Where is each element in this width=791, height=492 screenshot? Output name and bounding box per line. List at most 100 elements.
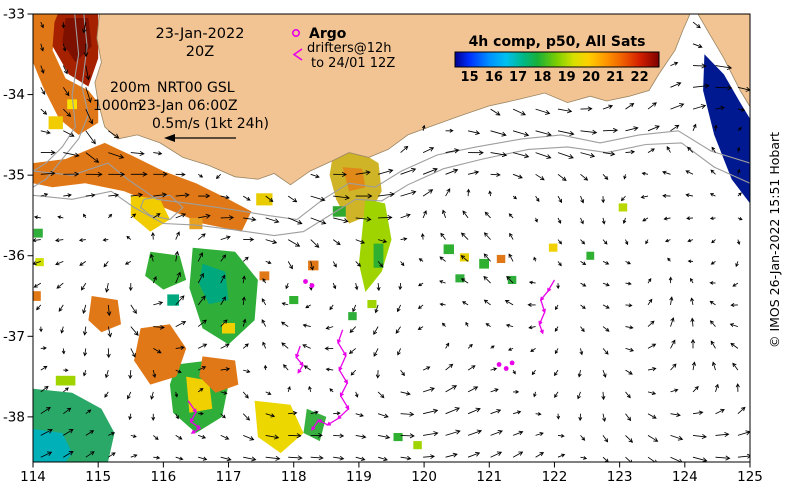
vector-arrow <box>197 173 204 178</box>
vector-arrow <box>602 104 614 110</box>
sst-patch <box>199 356 239 393</box>
vector-arrow <box>197 387 204 393</box>
vector-arrow <box>422 387 435 393</box>
vector-arrow <box>55 261 64 266</box>
vector-arrow <box>242 318 247 327</box>
vector-arrow <box>554 348 559 355</box>
vector-arrow <box>62 65 68 75</box>
vector-arrow <box>624 239 629 246</box>
vector-arrow <box>310 432 323 438</box>
vector-arrow <box>220 367 231 372</box>
vector-arrow <box>557 152 574 159</box>
argo-float-marker <box>496 362 502 367</box>
vector-arrow <box>153 171 168 177</box>
vector-arrow <box>647 391 657 396</box>
vector-arrow <box>333 195 350 200</box>
vector-arrow <box>63 193 72 198</box>
vector-arrow <box>686 216 694 221</box>
vector-arrow <box>625 126 639 132</box>
colorbar-tick-label: 15 <box>461 70 479 85</box>
vector-arrow <box>302 323 311 328</box>
vector-arrow <box>625 391 631 399</box>
vector-arrow <box>623 174 627 180</box>
vector-arrow <box>377 456 388 462</box>
vector-arrow <box>198 411 204 416</box>
colorbar-tick-label: 16 <box>485 70 503 85</box>
vector-arrow <box>130 454 138 458</box>
vector-arrow <box>153 192 168 198</box>
vector-arrow <box>55 238 64 243</box>
vector-arrow <box>265 195 274 203</box>
vector-arrow <box>33 260 41 266</box>
vector-arrow <box>33 238 41 243</box>
y-axis-tick-label: -38 <box>3 409 25 425</box>
vector-arrow <box>535 108 551 115</box>
drifter-arrowhead-icon <box>547 287 552 293</box>
vector-arrow <box>488 190 492 197</box>
vector-arrow <box>417 326 424 330</box>
vector-arrow <box>332 282 337 290</box>
vector-arrow <box>737 217 743 221</box>
vector-arrow <box>40 171 56 177</box>
drifter-arrowhead-icon <box>539 329 544 335</box>
vector-arrow <box>310 455 324 461</box>
argo-float-marker <box>503 366 509 371</box>
model-time-label: 23-Jan 06:00Z <box>138 98 238 114</box>
vector-arrow <box>198 213 211 219</box>
vector-arrow <box>625 102 635 110</box>
vector-arrow <box>647 343 657 349</box>
vector-arrow <box>220 390 228 395</box>
vector-arrow <box>554 326 559 332</box>
vector-arrow <box>288 433 302 439</box>
vector-arrow <box>175 321 187 327</box>
vector-arrow <box>422 189 434 197</box>
vector-arrow <box>175 192 190 198</box>
vector-arrow <box>490 172 501 177</box>
vector-arrow <box>508 253 514 262</box>
vector-arrow <box>579 348 584 356</box>
vector-arrow <box>85 193 96 198</box>
vector-arrow <box>666 146 671 153</box>
vector-arrow <box>332 261 337 268</box>
sst-pixel <box>586 251 595 260</box>
sst-pixel <box>548 243 558 252</box>
vector-arrow <box>602 326 610 332</box>
vector-arrow <box>445 452 458 458</box>
vector-arrow <box>398 283 403 291</box>
vector-arrow <box>58 304 64 312</box>
vector-arrow <box>578 413 583 422</box>
drifter-arrowhead-icon <box>342 352 347 357</box>
vector-arrow <box>647 435 659 442</box>
vector-arrow <box>668 276 673 284</box>
vector-arrow <box>664 238 671 243</box>
vector-arrow <box>242 343 249 349</box>
vector-arrow <box>333 217 349 224</box>
vector-arrow <box>302 344 311 349</box>
drifter-marker-icon <box>292 48 303 61</box>
isobath-contour <box>33 130 750 221</box>
vector-arrow <box>737 126 742 132</box>
vector-arrow <box>483 299 491 306</box>
vector-arrow <box>175 456 184 461</box>
vector-arrow <box>265 260 272 265</box>
vector-arrow <box>670 339 676 349</box>
vector-arrow <box>468 150 484 156</box>
vector-arrow <box>82 326 88 336</box>
contour-depth-200m-label: 200m <box>110 80 150 96</box>
vector-arrow <box>418 282 424 287</box>
vector-arrow <box>557 173 567 182</box>
x-axis-tick-label: 124 <box>672 469 698 485</box>
vector-arrow <box>622 217 627 224</box>
vector-arrow <box>355 193 373 199</box>
vector-arrow <box>485 323 491 327</box>
vector-arrow <box>288 455 303 461</box>
vector-arrow <box>445 128 454 133</box>
vector-arrow <box>400 455 412 461</box>
vector-arrow <box>130 192 144 198</box>
vector-arrow <box>400 167 417 175</box>
vector-arrow <box>377 391 385 399</box>
vector-arrow <box>580 456 588 460</box>
vector-arrow <box>85 451 95 458</box>
vector-arrow <box>128 413 132 421</box>
drifter-arrowhead-icon <box>297 369 302 374</box>
